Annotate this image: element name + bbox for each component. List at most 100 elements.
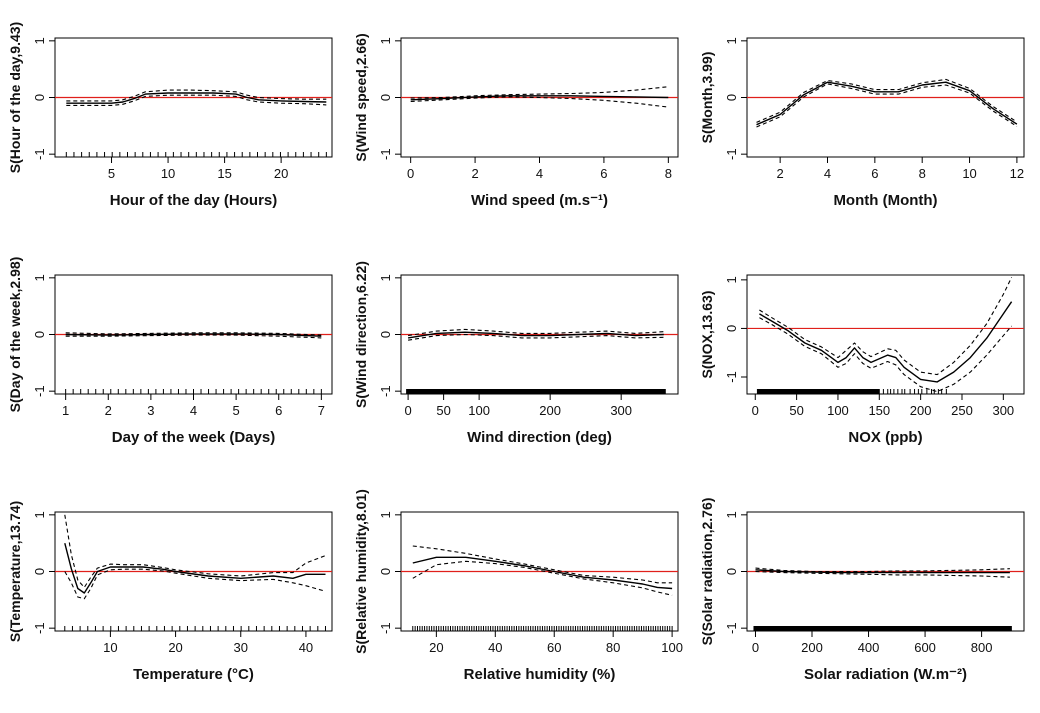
- y-tick-label: -1: [378, 385, 393, 397]
- x-tick-label: 100: [468, 403, 490, 418]
- y-axis-label: S(Day of the week,2.98): [7, 257, 23, 413]
- chart-panel-7: 10 20 30 40 -1 0 1 Temperature (°C) S(Temperatur…: [0, 474, 346, 711]
- y-tick-label: -1: [32, 148, 47, 160]
- chart-panel-2: 0 2 4 6 8 -1 0 1 Wind speed (m.s⁻¹) S(Wind speed,…: [346, 0, 692, 237]
- y-tick-label: 1: [32, 274, 47, 281]
- y-tick-label: 1: [32, 37, 47, 44]
- y-tick-label: 0: [724, 325, 739, 332]
- rug-marks: [406, 389, 666, 394]
- y-axis-label: S(NOX,13.63): [699, 291, 715, 379]
- x-tick-label: 4: [824, 166, 831, 181]
- chart-panel-1: 5 10 15 20 -1 0 1 Hour of the day (Hours) S(Hour…: [0, 0, 346, 237]
- y-tick-label: -1: [378, 148, 393, 160]
- y-tick-label: 1: [378, 37, 393, 44]
- x-tick-label: 0: [404, 403, 411, 418]
- x-axis-label: Hour of the day (Hours): [110, 192, 278, 209]
- x-tick-label: 8: [919, 166, 926, 181]
- confidence-band-upper: [66, 89, 327, 102]
- x-tick-label: 4: [536, 166, 543, 181]
- x-tick-label: 20: [168, 640, 182, 655]
- y-tick-label: 1: [378, 274, 393, 281]
- chart-svg: 5 10 15 20 -1 0 1 Hour of the day (Hours) S(Hour…: [7, 22, 333, 209]
- confidence-band-lower: [412, 560, 673, 596]
- y-tick-label: -1: [724, 371, 739, 383]
- x-axis-label: Relative humidity (%): [464, 666, 616, 683]
- y-tick-label: -1: [32, 622, 47, 634]
- rug-marks: [753, 626, 1012, 631]
- x-tick-label: 5: [232, 403, 239, 418]
- x-axis-label: Solar radiation (W.m⁻²): [804, 666, 967, 683]
- y-tick-label: 1: [724, 37, 739, 44]
- rug-band: [756, 389, 880, 394]
- y-tick-label: 0: [724, 94, 739, 101]
- x-tick-label: 200: [910, 403, 932, 418]
- chart-svg: 0 50 100 200 300 -1 0 1 Wind direction (deg) S(Wi…: [353, 261, 679, 446]
- confidence-band-lower: [759, 317, 1013, 393]
- y-tick-label: 0: [378, 568, 393, 575]
- x-tick-label: 400: [858, 640, 880, 655]
- confidence-band-lower: [756, 83, 1018, 128]
- smooth-estimate-line: [66, 92, 327, 104]
- y-tick-label: 1: [724, 511, 739, 518]
- x-tick-label: 0: [752, 640, 759, 655]
- y-tick-label: 1: [724, 276, 739, 283]
- x-tick-label: 50: [436, 403, 450, 418]
- x-tick-label: 50: [789, 403, 803, 418]
- confidence-band-upper: [755, 567, 1010, 573]
- smooth-estimate-line: [756, 81, 1018, 126]
- y-tick-label: -1: [32, 385, 47, 397]
- y-axis-label: S(Temperature,13.74): [7, 501, 23, 642]
- x-tick-label: 100: [827, 403, 849, 418]
- x-tick-label: 150: [868, 403, 890, 418]
- x-axis-label: Day of the week (Days): [112, 429, 275, 446]
- y-axis-label: S(Relative humidity,8.01): [353, 489, 369, 654]
- confidence-band-upper: [756, 78, 1018, 123]
- smooth-estimate-line: [759, 301, 1013, 383]
- chart-svg: 0 2 4 6 8 -1 0 1 Wind speed (m.s⁻¹) S(Wind speed,…: [353, 33, 679, 209]
- chart-panel-6: 0 50 100 150 200 250 300 -1 0 1 NOX (ppb) S(NOX,13.…: [692, 237, 1038, 474]
- x-tick-label: 6: [871, 166, 878, 181]
- smooth-estimate-line: [412, 556, 673, 590]
- rug-band: [406, 389, 666, 394]
- x-tick-label: 200: [801, 640, 823, 655]
- x-tick-label: 2: [105, 403, 112, 418]
- y-tick-label: 0: [378, 331, 393, 338]
- chart-svg: 2 4 6 8 10 12 -1 0 1 Month (Month) S(Month,3.99): [699, 37, 1025, 209]
- chart-svg: 0 50 100 150 200 250 300 -1 0 1 NOX (ppb) S(NOX,13.…: [699, 274, 1025, 446]
- chart-panel-4: 1 2 3 4 5 6 7 -1 0 1 Day of the week (Days) S(Day o…: [0, 237, 346, 474]
- y-tick-label: 1: [32, 511, 47, 518]
- x-tick-label: 5: [108, 166, 115, 181]
- x-tick-label: 250: [951, 403, 973, 418]
- y-tick-label: 1: [378, 511, 393, 518]
- confidence-band-lower: [64, 568, 326, 600]
- chart-svg: 10 20 30 40 -1 0 1 Temperature (°C) S(Temperatur…: [7, 501, 333, 683]
- x-tick-label: 30: [234, 640, 248, 655]
- x-tick-label: 300: [610, 403, 632, 418]
- x-tick-label: 10: [161, 166, 175, 181]
- x-tick-label: 40: [488, 640, 502, 655]
- x-axis-label: NOX (ppb): [848, 429, 922, 446]
- confidence-band-upper: [65, 332, 322, 336]
- rug-band: [753, 626, 1012, 631]
- x-tick-label: 100: [661, 640, 683, 655]
- confidence-band-lower: [408, 333, 664, 341]
- x-tick-label: 600: [914, 640, 936, 655]
- confidence-band-upper: [759, 277, 1013, 376]
- plot-frame: [746, 274, 1025, 395]
- rug-marks: [64, 626, 326, 631]
- chart-panel-9: 0 200 400 600 800 -1 0 1 Solar radiation (W.m⁻²)…: [692, 474, 1038, 711]
- rug-marks: [756, 389, 947, 394]
- x-tick-label: 2: [777, 166, 784, 181]
- chart-panel-8: 20 40 60 80 100 -1 0 1 Relative humidity (%) S(Re…: [346, 474, 692, 711]
- y-axis-label: S(Month,3.99): [699, 52, 715, 144]
- smooth-estimate-line: [65, 333, 322, 337]
- x-tick-label: 20: [274, 166, 288, 181]
- y-axis-label: S(Hour of the day,9.43): [7, 22, 23, 173]
- rug-marks: [412, 626, 673, 631]
- y-axis-label: S(Wind speed,2.66): [353, 33, 369, 161]
- x-axis-label: Temperature (°C): [133, 666, 254, 683]
- x-tick-label: 20: [429, 640, 443, 655]
- x-tick-label: 15: [217, 166, 231, 181]
- confidence-band-upper: [410, 86, 669, 99]
- y-tick-label: 0: [724, 568, 739, 575]
